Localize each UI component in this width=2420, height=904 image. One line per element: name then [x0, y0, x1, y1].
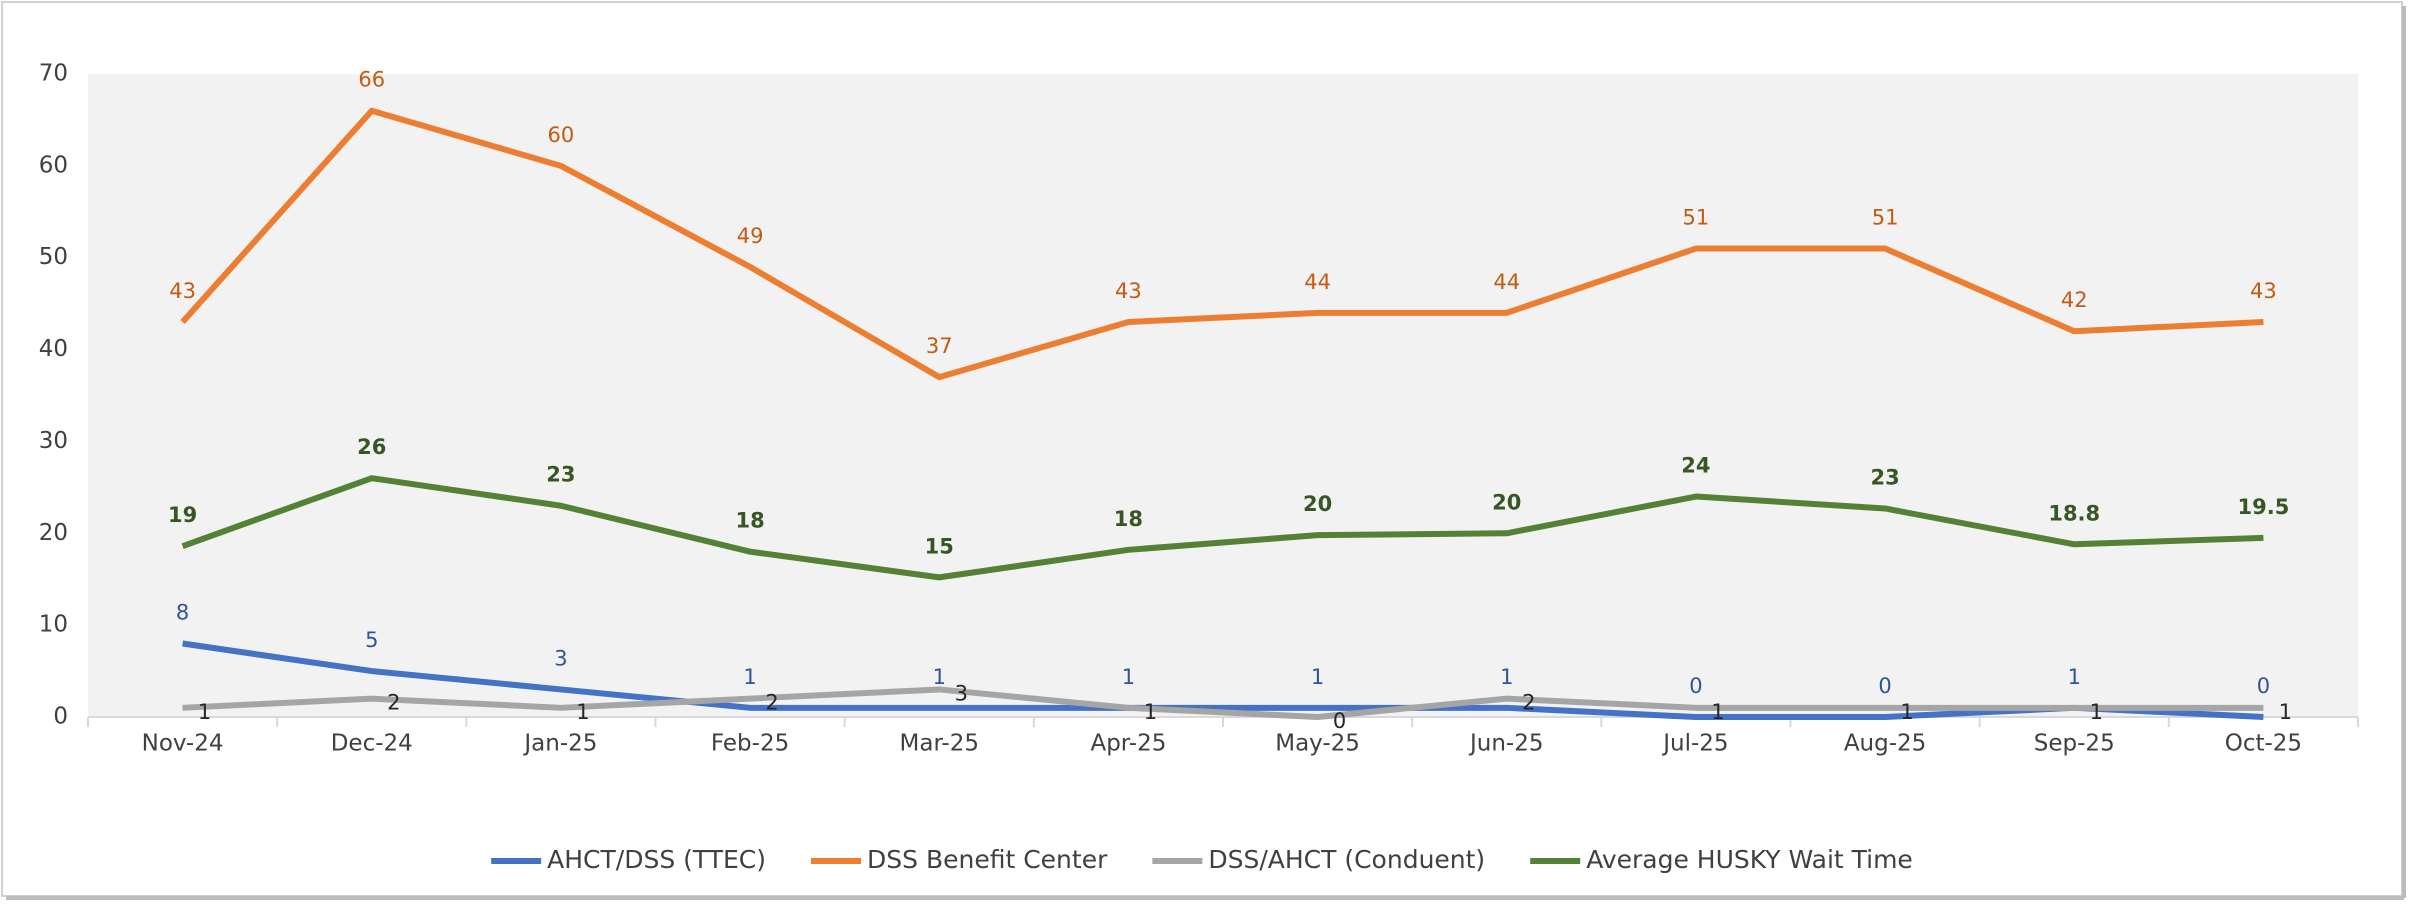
data-label: 60	[548, 123, 575, 147]
y-tick-label: 60	[39, 152, 68, 178]
legend-label: AHCT/DSS (TTEC)	[547, 845, 766, 874]
data-label: 44	[1493, 270, 1520, 294]
data-label: 5	[365, 628, 378, 652]
data-label: 49	[737, 224, 764, 248]
x-tick-label: Jul-25	[1661, 731, 1728, 757]
legend-label: DSS Benefit Center	[867, 845, 1108, 874]
data-label: 1	[1900, 700, 1913, 724]
data-label: 0	[1689, 674, 1702, 698]
data-label: 66	[358, 68, 385, 92]
data-label: 43	[1115, 279, 1142, 303]
data-label: 1	[1144, 700, 1157, 724]
y-tick-label: 20	[39, 520, 68, 546]
data-label: 23	[546, 463, 575, 487]
y-tick-label: 0	[53, 704, 68, 730]
data-label: 18.8	[2048, 501, 2100, 525]
x-tick-label: Feb-25	[711, 731, 789, 757]
series-line	[182, 640, 2264, 720]
data-label: 44	[1304, 270, 1331, 294]
x-tick-label: Sep-25	[2034, 731, 2115, 757]
data-label: 2	[387, 691, 400, 715]
x-tick-label: Mar-25	[900, 731, 980, 757]
data-label: 51	[1872, 206, 1899, 230]
y-tick-label: 40	[39, 336, 68, 362]
data-label: 19.5	[2238, 495, 2290, 519]
data-label: 1	[933, 665, 946, 689]
data-label: 18	[735, 509, 764, 533]
y-tick-label: 10	[39, 612, 68, 638]
series-line	[180, 107, 2264, 381]
data-label: 1	[1711, 700, 1724, 724]
legend-label: DSS/AHCT (Conduent)	[1208, 845, 1485, 874]
x-tick-label: May-25	[1275, 731, 1360, 757]
data-label: 1	[1500, 665, 1513, 689]
data-label: 43	[169, 279, 196, 303]
x-tick-label: Dec-24	[331, 731, 413, 757]
plot-area	[88, 74, 2358, 717]
data-label: 3	[554, 646, 567, 670]
data-label: 1	[1311, 665, 1324, 689]
x-tick-label: Oct-25	[2225, 731, 2302, 757]
data-label: 15	[925, 534, 954, 558]
y-tick-label: 70	[39, 61, 68, 87]
series-line	[182, 686, 2264, 720]
data-label: 1	[2279, 700, 2292, 724]
data-label: 20	[1492, 490, 1521, 514]
y-tick-label: 30	[39, 428, 68, 454]
data-label: 1	[576, 700, 589, 724]
data-label: 0	[1333, 709, 1346, 733]
data-label: 1	[2068, 665, 2081, 689]
data-label: 20	[1303, 492, 1332, 516]
x-tick-label: Aug-25	[1844, 731, 1926, 757]
data-label: 1	[743, 665, 756, 689]
data-label: 23	[1870, 465, 1899, 489]
data-label: 1	[2090, 700, 2103, 724]
x-tick-label: Jan-25	[522, 731, 597, 757]
data-label: 3	[955, 681, 968, 705]
legend-label: Average HUSKY Wait Time	[1586, 845, 1913, 874]
data-label: 19	[168, 503, 197, 527]
data-label: 26	[357, 435, 386, 459]
data-label: 2	[765, 691, 778, 715]
x-tick-label: Nov-24	[142, 731, 224, 757]
data-label: 42	[2061, 288, 2088, 312]
data-label: 0	[1878, 674, 1891, 698]
data-label: 2	[1522, 691, 1535, 715]
series-line	[181, 475, 2264, 581]
data-label: 37	[926, 334, 953, 358]
y-tick-label: 50	[39, 244, 68, 270]
data-label: 1	[198, 700, 211, 724]
data-label: 18	[1114, 507, 1143, 531]
data-label: 24	[1681, 454, 1710, 478]
data-label: 51	[1683, 206, 1710, 230]
data-label: 0	[2257, 674, 2270, 698]
data-label: 1	[1122, 665, 1135, 689]
x-tick-label: Jun-25	[1468, 731, 1544, 757]
data-label: 8	[176, 601, 189, 625]
x-tick-label: Apr-25	[1090, 731, 1166, 757]
data-label: 43	[2250, 279, 2277, 303]
